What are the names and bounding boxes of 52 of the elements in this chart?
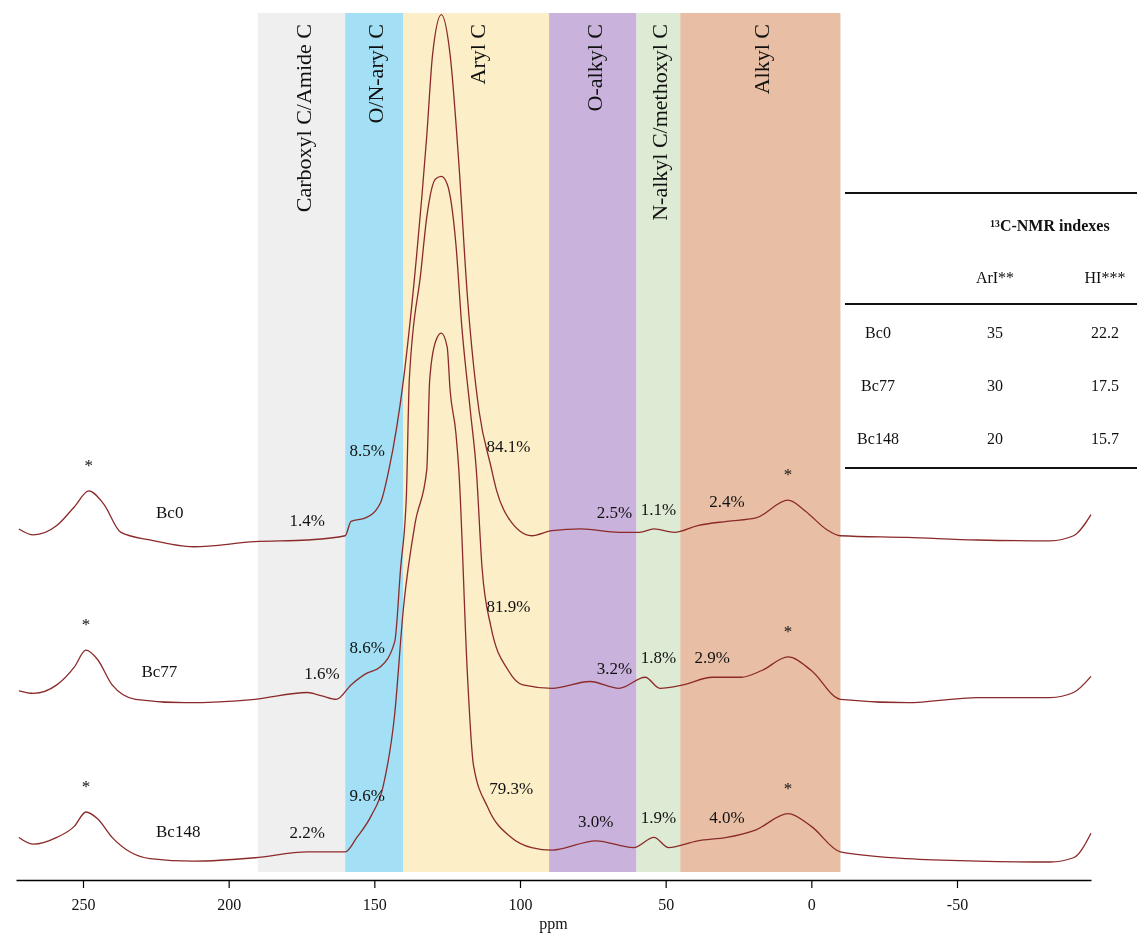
annotation: * [81, 615, 91, 635]
annotation: * [81, 777, 91, 796]
band-label: Carboxyl C/Amide C [290, 24, 316, 213]
annotation: 2.4% [709, 492, 745, 512]
annotation: 1.9% [640, 808, 677, 828]
series-label: Bc77 [141, 662, 178, 682]
x-tick-label: 150 [362, 896, 387, 914]
data-label: 17.5 [1091, 377, 1119, 394]
data-label: 20 [987, 430, 1003, 447]
annotation: 79.3% [489, 778, 534, 798]
data-label: 35 [987, 324, 1003, 341]
text: ¹³C-NMR indexes [990, 217, 1110, 234]
band-label: N-alkyl C/methoxyl C [647, 24, 673, 221]
data-label: 30 [987, 377, 1003, 394]
category-label: Bc148 [857, 430, 899, 447]
annotation: * [84, 455, 94, 475]
data-label: 15.7 [1091, 430, 1119, 447]
series-label: Bc0 [156, 502, 184, 522]
x-tick-label: 0 [807, 896, 816, 914]
band-label: O/N-aryl C [363, 24, 389, 124]
band-label: O-alkyl C [581, 24, 607, 112]
band-label: Aryl C [465, 24, 491, 85]
annotation: 84.1% [486, 437, 531, 457]
data-label: 22.2 [1091, 324, 1119, 341]
x-tick-label: 100 [508, 896, 533, 914]
annotation: 8.5% [349, 440, 385, 460]
annotation: * [783, 778, 793, 798]
band-label: Alkyl C [749, 24, 775, 95]
annotation: * [783, 621, 793, 641]
text: ArI** [975, 269, 1015, 286]
annotation: 1.1% [640, 499, 677, 519]
annotation: 1.4% [289, 510, 326, 530]
annotation: 1.6% [304, 663, 340, 683]
annotation: 3.0% [578, 811, 614, 831]
x-tick-label: 50 [658, 896, 675, 914]
x-tick-label: -50 [946, 896, 969, 914]
annotation: 81.9% [486, 597, 531, 617]
annotation: 8.6% [349, 638, 385, 658]
annotation: * [783, 465, 793, 485]
annotation: 2.9% [694, 648, 730, 668]
series-label: Bc148 [156, 821, 201, 841]
annotation: 3.2% [596, 659, 633, 679]
x-tick-label: 250 [71, 896, 96, 914]
category-label: Bc0 [865, 324, 891, 341]
x-tick-label: 200 [217, 896, 242, 914]
annotation: 4.0% [709, 808, 745, 828]
category-label: Bc77 [861, 377, 895, 394]
x-axis-title: ppm [539, 915, 569, 933]
annotation: 2.5% [596, 503, 633, 523]
annotation: 1.8% [640, 648, 677, 668]
annotation: 2.2% [289, 822, 326, 842]
text: HI*** [1084, 269, 1126, 286]
